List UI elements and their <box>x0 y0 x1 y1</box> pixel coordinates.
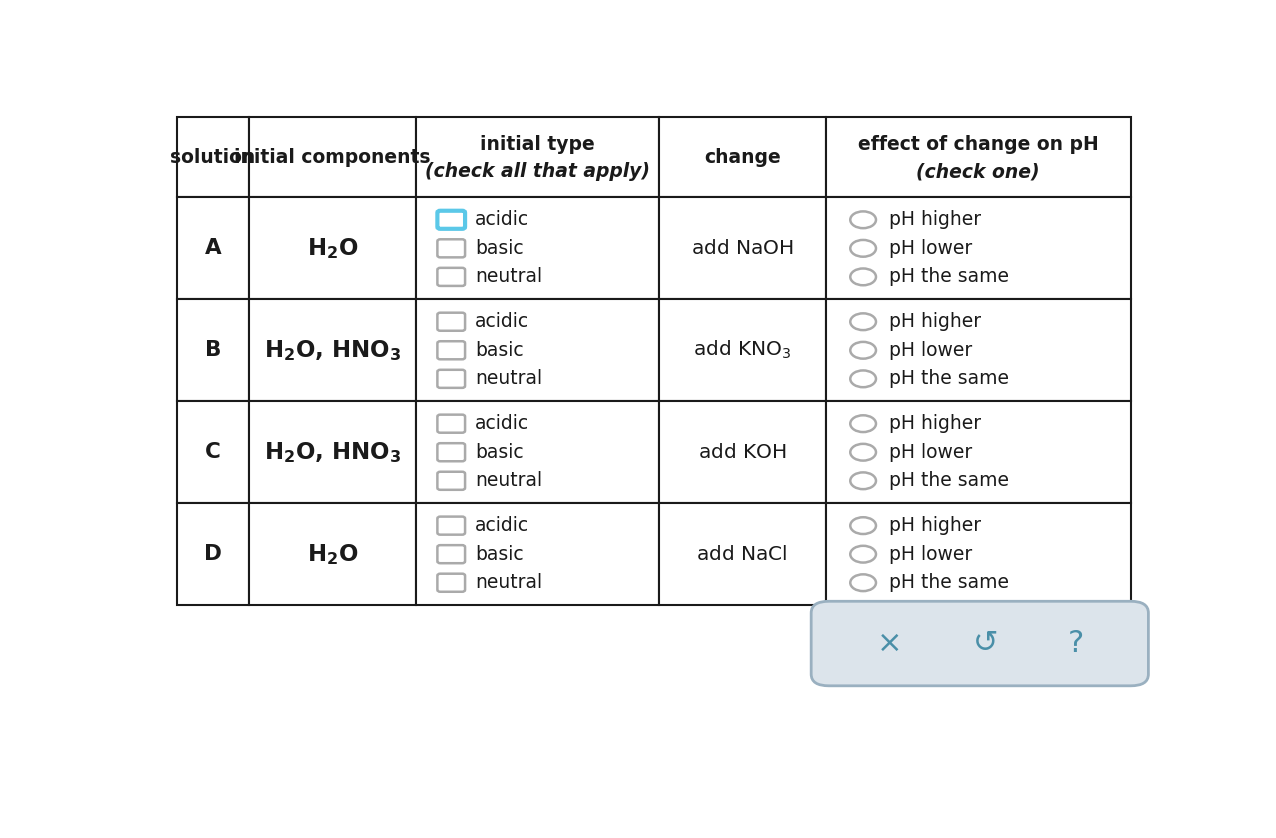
Bar <box>249 401 416 503</box>
Text: ↺: ↺ <box>974 629 999 658</box>
Circle shape <box>850 444 877 461</box>
Bar <box>416 503 658 605</box>
Text: basic: basic <box>475 545 523 564</box>
Text: basic: basic <box>475 341 523 360</box>
FancyBboxPatch shape <box>438 370 464 388</box>
Text: basic: basic <box>475 239 523 258</box>
Text: (check all that apply): (check all that apply) <box>425 162 649 181</box>
Text: acidic: acidic <box>475 414 530 433</box>
Text: neutral: neutral <box>475 370 542 388</box>
Text: solution: solution <box>171 147 255 167</box>
Bar <box>177 198 249 299</box>
Circle shape <box>850 211 877 228</box>
Bar <box>177 503 249 605</box>
Text: pH higher: pH higher <box>889 313 981 331</box>
FancyBboxPatch shape <box>438 472 464 489</box>
Circle shape <box>850 416 877 432</box>
Text: neutral: neutral <box>475 573 542 592</box>
Bar <box>416 198 658 299</box>
Text: effect of change on pH: effect of change on pH <box>857 136 1099 154</box>
Text: pH higher: pH higher <box>889 516 981 535</box>
FancyBboxPatch shape <box>438 341 464 360</box>
Bar <box>826 299 1131 401</box>
Bar <box>826 116 1131 198</box>
Circle shape <box>850 517 877 534</box>
Bar <box>658 299 826 401</box>
Text: ×: × <box>877 629 902 658</box>
Bar <box>249 299 416 401</box>
Circle shape <box>850 574 877 591</box>
Text: neutral: neutral <box>475 267 542 287</box>
Text: $\mathbf{H_2O}$: $\mathbf{H_2O}$ <box>306 541 359 566</box>
Bar <box>249 198 416 299</box>
Bar <box>249 116 416 198</box>
Bar <box>658 503 826 605</box>
FancyBboxPatch shape <box>812 602 1148 685</box>
Circle shape <box>850 313 877 330</box>
Text: pH lower: pH lower <box>889 442 972 462</box>
Text: (check one): (check one) <box>916 162 1040 181</box>
Text: acidic: acidic <box>475 516 530 535</box>
Text: pH the same: pH the same <box>889 370 1009 388</box>
Text: initial type: initial type <box>480 136 595 154</box>
Text: C: C <box>205 442 221 463</box>
Text: ?: ? <box>1068 629 1085 658</box>
Bar <box>416 299 658 401</box>
Text: $\mathbf{H_2O,\,HNO_3}$: $\mathbf{H_2O,\,HNO_3}$ <box>264 440 401 465</box>
Text: $\mathrm{add\ NaOH}$: $\mathrm{add\ NaOH}$ <box>690 239 794 258</box>
Bar <box>177 401 249 503</box>
Circle shape <box>850 240 877 256</box>
Text: acidic: acidic <box>475 210 530 230</box>
Bar <box>658 198 826 299</box>
Text: pH the same: pH the same <box>889 573 1009 592</box>
Text: B: B <box>205 340 221 360</box>
Text: pH the same: pH the same <box>889 267 1009 287</box>
Text: pH higher: pH higher <box>889 414 981 433</box>
Circle shape <box>850 342 877 359</box>
Bar <box>826 198 1131 299</box>
FancyBboxPatch shape <box>438 415 464 432</box>
Circle shape <box>850 370 877 387</box>
Circle shape <box>850 546 877 562</box>
FancyBboxPatch shape <box>438 546 464 563</box>
Text: $\mathrm{add\ KOH}$: $\mathrm{add\ KOH}$ <box>698 442 786 462</box>
Text: neutral: neutral <box>475 471 542 490</box>
Text: $\mathrm{add\ KNO_3}$: $\mathrm{add\ KNO_3}$ <box>693 339 791 361</box>
Bar <box>177 299 249 401</box>
Bar <box>826 503 1131 605</box>
FancyBboxPatch shape <box>438 210 464 229</box>
Text: initial components: initial components <box>234 147 430 167</box>
Text: acidic: acidic <box>475 313 530 331</box>
Text: D: D <box>204 544 222 564</box>
FancyBboxPatch shape <box>438 313 464 331</box>
Bar <box>658 401 826 503</box>
Text: $\mathbf{H_2O,\,HNO_3}$: $\mathbf{H_2O,\,HNO_3}$ <box>264 338 401 363</box>
Circle shape <box>850 473 877 489</box>
Text: pH lower: pH lower <box>889 341 972 360</box>
FancyBboxPatch shape <box>438 443 464 461</box>
Text: pH the same: pH the same <box>889 471 1009 490</box>
Text: basic: basic <box>475 442 523 462</box>
Text: $\mathrm{add\ NaCl}$: $\mathrm{add\ NaCl}$ <box>697 545 787 564</box>
Bar <box>249 503 416 605</box>
Text: pH lower: pH lower <box>889 239 972 258</box>
Text: pH lower: pH lower <box>889 545 972 564</box>
Bar <box>416 401 658 503</box>
Text: $\mathbf{H_2O}$: $\mathbf{H_2O}$ <box>306 235 359 261</box>
Bar <box>658 116 826 198</box>
Text: A: A <box>204 238 221 258</box>
Bar <box>826 401 1131 503</box>
Text: change: change <box>704 147 781 167</box>
Bar <box>416 116 658 198</box>
Bar <box>177 116 249 198</box>
FancyBboxPatch shape <box>438 240 464 257</box>
FancyBboxPatch shape <box>438 516 464 535</box>
FancyBboxPatch shape <box>438 268 464 286</box>
Text: pH higher: pH higher <box>889 210 981 230</box>
FancyBboxPatch shape <box>438 574 464 592</box>
Circle shape <box>850 268 877 285</box>
